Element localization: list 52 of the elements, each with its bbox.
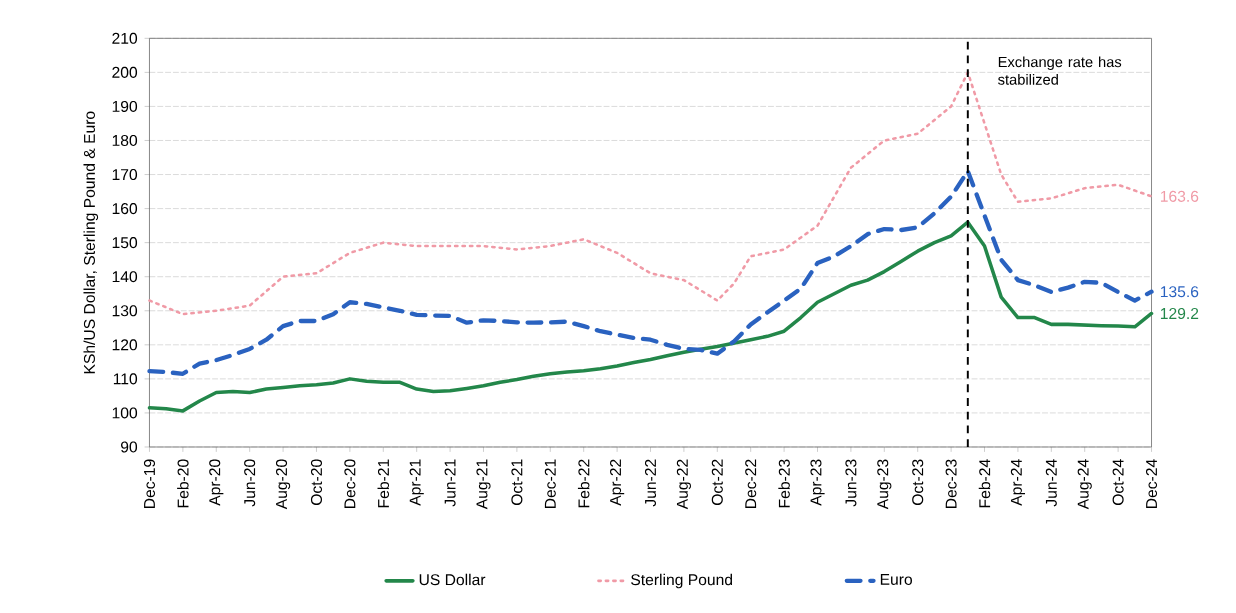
x-tick-label: Dec-19 — [143, 459, 156, 508]
x-tick-label: Jun-22 — [644, 459, 657, 507]
x-tick-label: Oct-23 — [912, 459, 924, 506]
data-label: 163.6 — [1160, 190, 1199, 202]
y-tick-label: 180 — [112, 134, 138, 147]
ref-line-label: Exchange rate has stabilized — [998, 56, 1122, 85]
y-tick-label: 190 — [112, 100, 138, 112]
legend-label: Sterling Pound — [631, 573, 733, 589]
y-tick-label: 120 — [112, 339, 138, 351]
x-tick-label: Dec-20 — [344, 459, 356, 508]
x-tick-label: Jun-23 — [845, 459, 857, 507]
x-tick-label: Aug-20 — [275, 459, 291, 510]
x-tick-label: Feb-24 — [978, 459, 991, 508]
x-tick-label: Oct-22 — [711, 459, 723, 506]
x-tick-label: Aug-23 — [877, 459, 892, 510]
x-tick-label: Jun-20 — [244, 459, 256, 507]
x-tick-label: Feb-21 — [377, 459, 390, 508]
x-tick-label: Jun-21 — [444, 459, 456, 507]
x-tick-label: Oct-24 — [1112, 459, 1124, 506]
x-tick-label: Jun-24 — [1045, 459, 1057, 507]
x-tick-label: Feb-22 — [577, 459, 590, 508]
y-tick-label: 200 — [112, 66, 138, 78]
y-tick-label: 110 — [113, 373, 138, 385]
x-tick-label: Apr-24 — [1010, 459, 1026, 506]
y-tick-label: 210 — [112, 32, 138, 44]
y-tick-label: 130 — [112, 305, 138, 317]
x-tick-label: Oct-20 — [310, 459, 323, 506]
x-tick-label: Apr-21 — [409, 459, 424, 506]
x-tick-label: Aug-24 — [1077, 459, 1092, 510]
y-tick-label: 170 — [112, 169, 138, 181]
x-tick-label: Apr-23 — [810, 459, 825, 506]
y-tick-label: 100 — [112, 407, 138, 419]
x-tick-label: Feb-23 — [778, 459, 790, 508]
x-tick-label: Aug-21 — [476, 459, 491, 510]
x-tick-label: Oct-21 — [511, 459, 523, 506]
data-label: 135.6 — [1160, 286, 1199, 298]
x-tick-label: Apr-22 — [610, 459, 625, 506]
x-tick-label: Aug-22 — [676, 459, 691, 510]
x-tick-label: Dec-23 — [945, 459, 957, 508]
y-axis-title: KSh/US Dollar, Sterling Pound & Euro — [83, 111, 99, 374]
x-tick-label: Dec-21 — [544, 459, 556, 508]
data-label: 129.2 — [1160, 307, 1199, 320]
y-tick-label: 140 — [112, 271, 138, 283]
y-tick-label: 160 — [112, 203, 138, 215]
y-tick-label: 90 — [120, 441, 138, 453]
y-tick-label: 150 — [112, 237, 138, 249]
legend-label: US Dollar — [419, 573, 486, 586]
x-tick-label: Apr-20 — [209, 459, 224, 506]
x-tick-label: Dec-22 — [745, 459, 757, 508]
x-tick-label: Dec-24 — [1145, 459, 1158, 508]
x-tick-label: Feb-20 — [177, 459, 189, 508]
legend-label: Euro — [880, 574, 912, 585]
